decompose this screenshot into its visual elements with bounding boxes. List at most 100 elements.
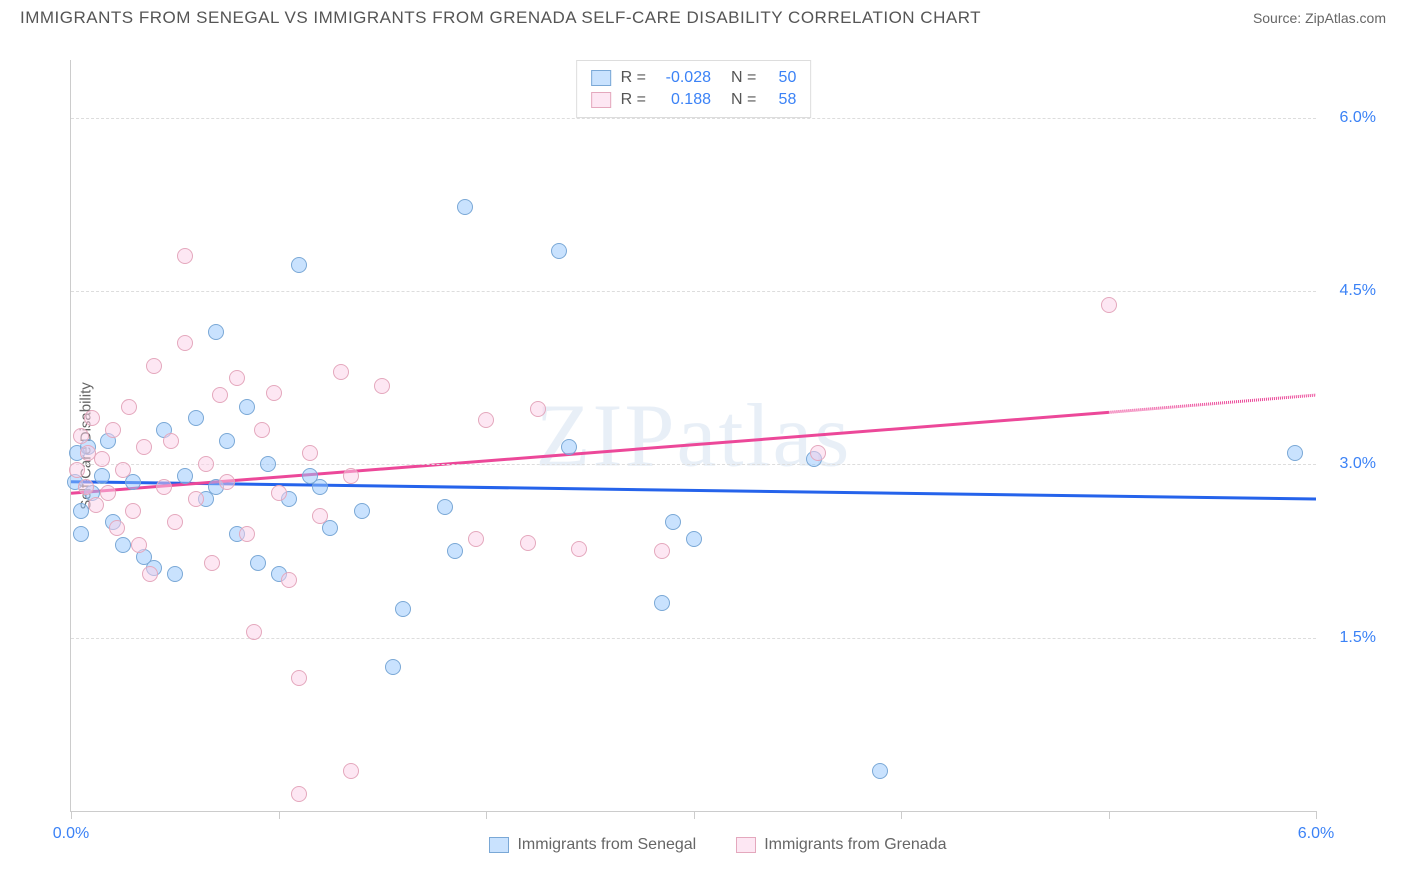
trend-line bbox=[71, 482, 1316, 499]
data-point-grenada bbox=[246, 624, 262, 640]
x-tick bbox=[1109, 811, 1110, 819]
data-point-grenada bbox=[167, 514, 183, 530]
gridline bbox=[71, 464, 1316, 465]
legend-item-grenada: Immigrants from Grenada bbox=[736, 836, 946, 854]
legend-label: Immigrants from Senegal bbox=[517, 836, 696, 854]
data-point-senegal bbox=[447, 543, 463, 559]
data-point-grenada bbox=[125, 503, 141, 519]
data-point-grenada bbox=[468, 531, 484, 547]
data-point-grenada bbox=[100, 485, 116, 501]
data-point-senegal bbox=[561, 439, 577, 455]
data-point-senegal bbox=[654, 595, 670, 611]
plot-area: ZIPatlas R =-0.028N =50R =0.188N =58 1.5… bbox=[70, 60, 1316, 812]
data-point-grenada bbox=[69, 462, 85, 478]
data-point-senegal bbox=[239, 399, 255, 415]
legend-swatch bbox=[489, 837, 509, 853]
data-point-grenada bbox=[177, 248, 193, 264]
legend-swatch bbox=[736, 837, 756, 853]
data-point-grenada bbox=[810, 445, 826, 461]
data-point-grenada bbox=[302, 445, 318, 461]
data-point-senegal bbox=[208, 324, 224, 340]
data-point-senegal bbox=[354, 503, 370, 519]
data-point-senegal bbox=[291, 257, 307, 273]
data-point-senegal bbox=[250, 555, 266, 571]
x-tick bbox=[279, 811, 280, 819]
data-point-grenada bbox=[478, 412, 494, 428]
data-point-senegal bbox=[260, 456, 276, 472]
data-point-grenada bbox=[115, 462, 131, 478]
data-point-senegal bbox=[1287, 445, 1303, 461]
source-label: Source: ZipAtlas.com bbox=[1253, 10, 1386, 26]
data-point-senegal bbox=[395, 601, 411, 617]
data-point-grenada bbox=[219, 474, 235, 490]
data-point-grenada bbox=[520, 535, 536, 551]
x-tick bbox=[71, 811, 72, 819]
data-point-senegal bbox=[312, 479, 328, 495]
data-point-grenada bbox=[291, 670, 307, 686]
data-point-grenada bbox=[239, 526, 255, 542]
data-point-grenada bbox=[212, 387, 228, 403]
legend-stat-row-senegal: R =-0.028N =50 bbox=[591, 67, 797, 89]
data-point-senegal bbox=[686, 531, 702, 547]
data-point-grenada bbox=[333, 364, 349, 380]
data-point-grenada bbox=[84, 410, 100, 426]
data-point-grenada bbox=[156, 479, 172, 495]
legend-swatch bbox=[591, 70, 611, 86]
data-point-senegal bbox=[437, 499, 453, 515]
data-point-senegal bbox=[73, 526, 89, 542]
watermark: ZIPatlas bbox=[536, 384, 852, 487]
data-point-grenada bbox=[78, 479, 94, 495]
data-point-grenada bbox=[188, 491, 204, 507]
data-point-senegal bbox=[385, 659, 401, 675]
legend-bottom: Immigrants from Senegal Immigrants from G… bbox=[50, 836, 1386, 854]
stat-n-value: 50 bbox=[766, 69, 796, 87]
data-point-grenada bbox=[136, 439, 152, 455]
data-point-senegal bbox=[219, 433, 235, 449]
watermark-text: ZIPatlas bbox=[536, 386, 852, 485]
data-point-grenada bbox=[177, 335, 193, 351]
data-point-grenada bbox=[142, 566, 158, 582]
x-tick bbox=[1316, 811, 1317, 819]
data-point-grenada bbox=[94, 451, 110, 467]
data-point-grenada bbox=[73, 428, 89, 444]
chart-title: IMMIGRANTS FROM SENEGAL VS IMMIGRANTS FR… bbox=[20, 8, 981, 28]
legend-swatch bbox=[591, 92, 611, 108]
x-tick bbox=[486, 811, 487, 819]
data-point-grenada bbox=[88, 497, 104, 513]
data-point-grenada bbox=[266, 385, 282, 401]
chart-container: Self-Care Disability ZIPatlas R =-0.028N… bbox=[50, 40, 1386, 852]
y-tick-label: 3.0% bbox=[1321, 455, 1376, 473]
data-point-grenada bbox=[121, 399, 137, 415]
data-point-senegal bbox=[115, 537, 131, 553]
data-point-senegal bbox=[167, 566, 183, 582]
data-point-grenada bbox=[312, 508, 328, 524]
data-point-grenada bbox=[146, 358, 162, 374]
data-point-grenada bbox=[198, 456, 214, 472]
x-tick bbox=[901, 811, 902, 819]
y-tick-label: 1.5% bbox=[1321, 629, 1376, 647]
stat-n-value: 58 bbox=[766, 91, 796, 109]
data-point-senegal bbox=[872, 763, 888, 779]
data-point-grenada bbox=[343, 763, 359, 779]
data-point-grenada bbox=[254, 422, 270, 438]
y-tick-label: 6.0% bbox=[1321, 109, 1376, 127]
data-point-grenada bbox=[163, 433, 179, 449]
data-point-senegal bbox=[457, 199, 473, 215]
stat-r-label: R = bbox=[621, 91, 646, 109]
data-point-grenada bbox=[271, 485, 287, 501]
data-point-grenada bbox=[1101, 297, 1117, 313]
data-point-senegal bbox=[94, 468, 110, 484]
x-tick bbox=[694, 811, 695, 819]
data-point-grenada bbox=[131, 537, 147, 553]
data-point-grenada bbox=[291, 786, 307, 802]
data-point-grenada bbox=[654, 543, 670, 559]
y-tick-label: 4.5% bbox=[1321, 282, 1376, 300]
data-point-senegal bbox=[188, 410, 204, 426]
data-point-grenada bbox=[105, 422, 121, 438]
stat-r-value: -0.028 bbox=[656, 69, 711, 87]
data-point-grenada bbox=[343, 468, 359, 484]
data-point-senegal bbox=[177, 468, 193, 484]
data-point-senegal bbox=[665, 514, 681, 530]
data-point-grenada bbox=[204, 555, 220, 571]
legend-label: Immigrants from Grenada bbox=[764, 836, 946, 854]
